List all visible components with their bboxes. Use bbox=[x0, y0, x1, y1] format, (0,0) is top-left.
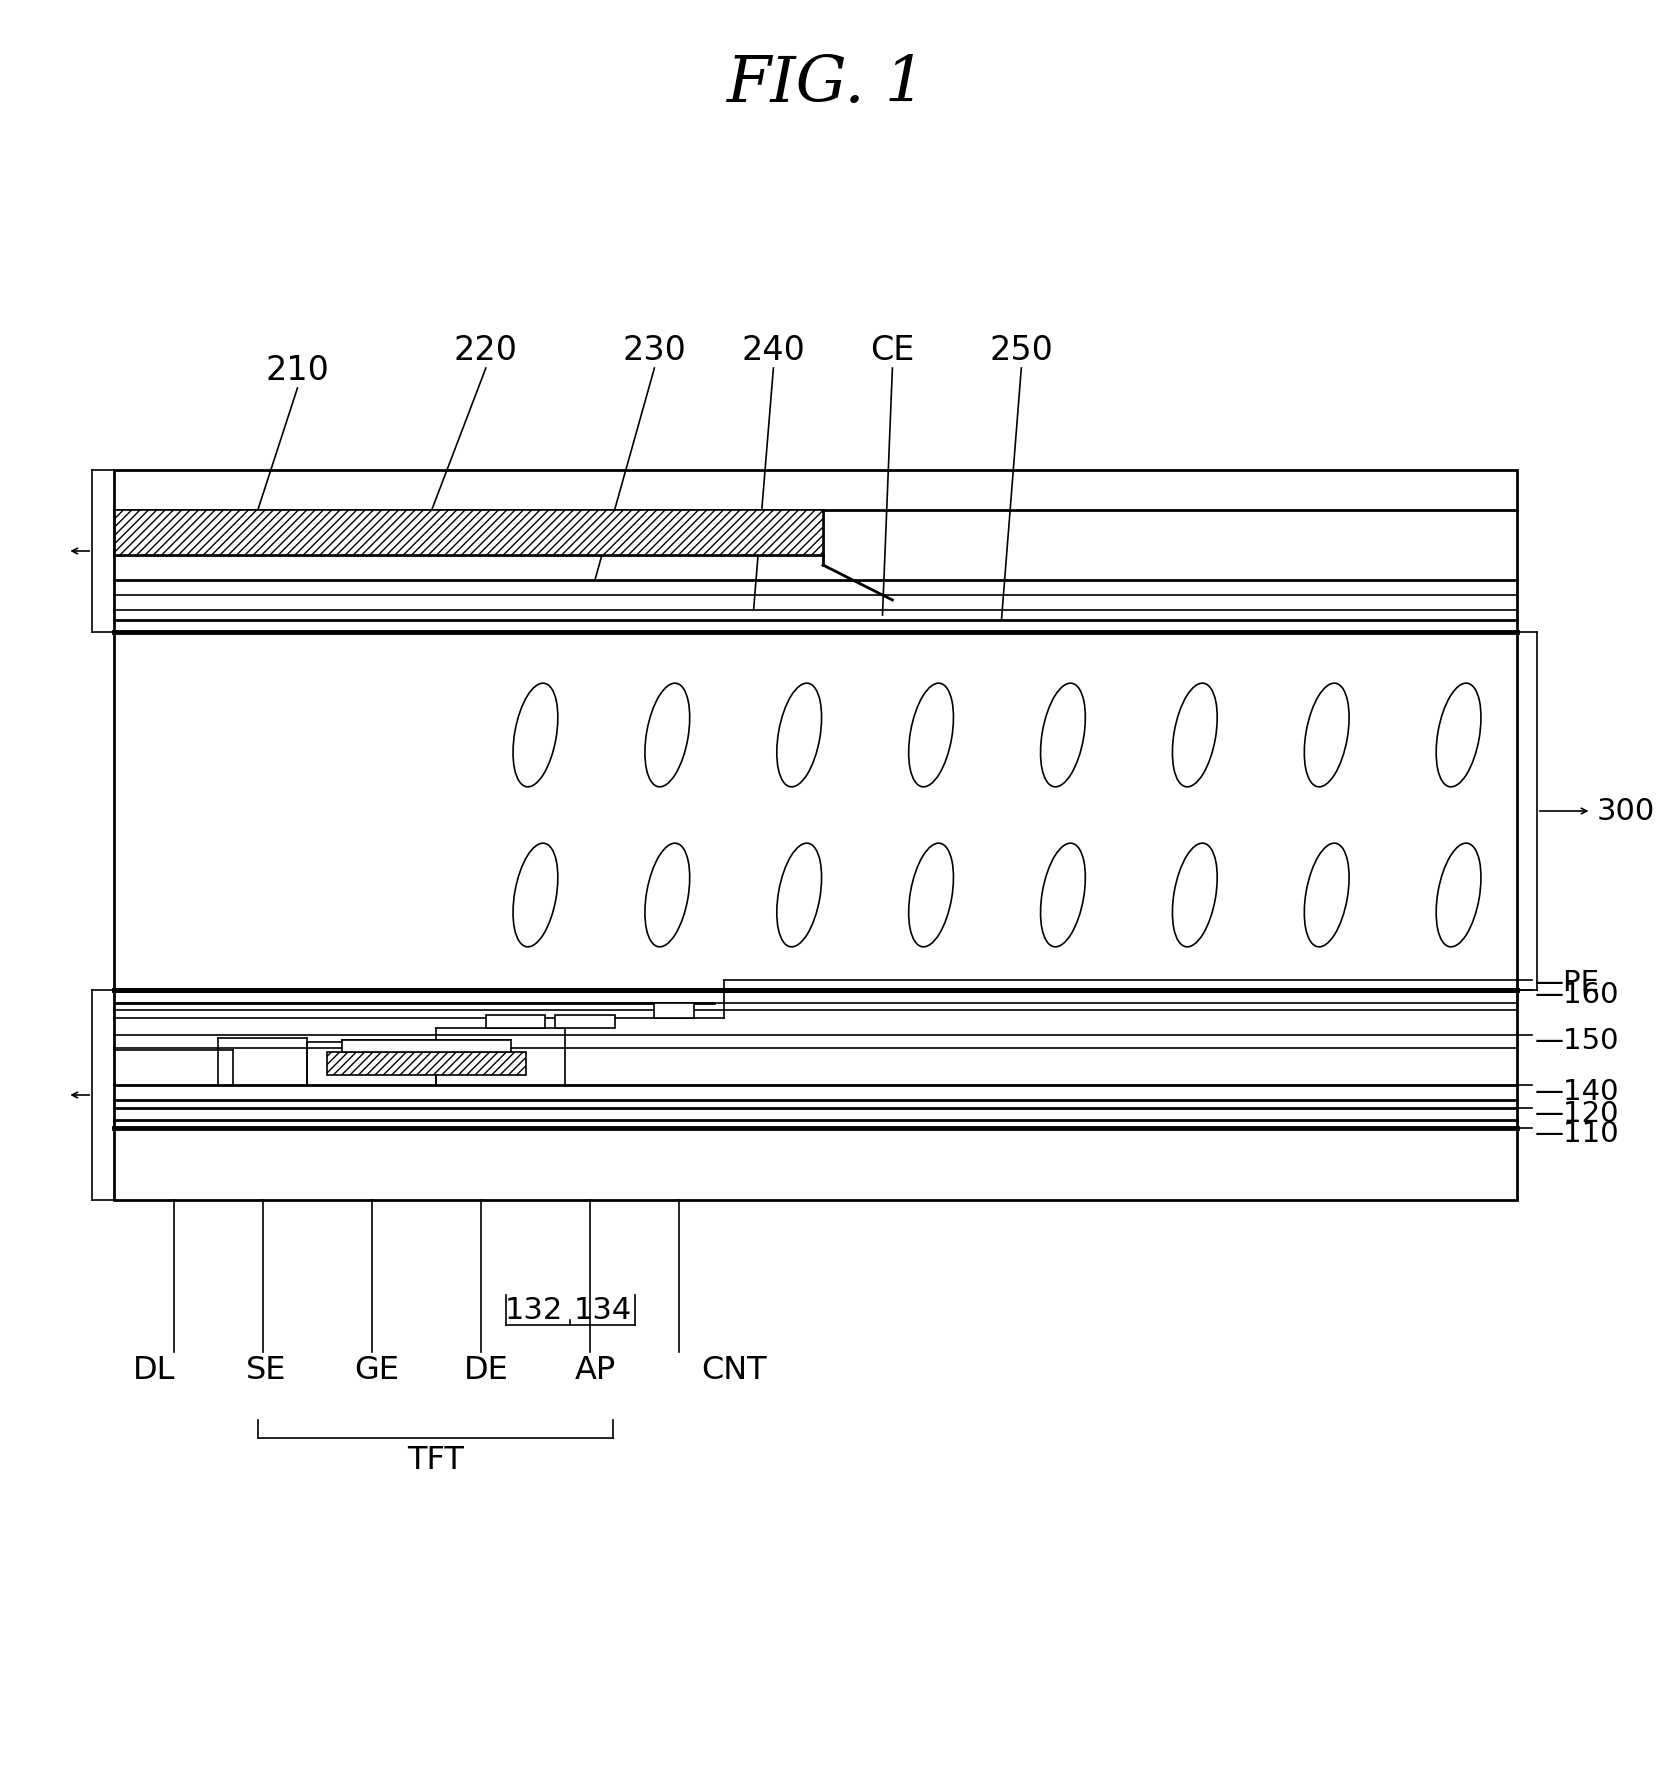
Ellipse shape bbox=[645, 684, 690, 787]
Text: —160: —160 bbox=[1535, 980, 1619, 1009]
Text: AP: AP bbox=[575, 1355, 615, 1385]
Bar bbox=[327, 1051, 525, 1074]
Text: 134: 134 bbox=[573, 1295, 632, 1325]
Text: DL: DL bbox=[132, 1355, 175, 1385]
Text: —PE: —PE bbox=[1535, 970, 1600, 996]
Bar bbox=[113, 510, 823, 556]
Bar bbox=[113, 471, 1517, 1201]
Text: —150: —150 bbox=[1535, 1027, 1619, 1055]
Text: 132: 132 bbox=[505, 1295, 562, 1325]
Ellipse shape bbox=[1437, 844, 1480, 947]
Text: SE: SE bbox=[245, 1355, 287, 1385]
Ellipse shape bbox=[777, 684, 822, 787]
Text: CNT: CNT bbox=[700, 1355, 767, 1385]
Text: 220: 220 bbox=[453, 334, 518, 366]
Text: 250: 250 bbox=[990, 334, 1054, 366]
Text: DE: DE bbox=[463, 1355, 508, 1385]
Ellipse shape bbox=[1040, 684, 1085, 787]
Text: 240: 240 bbox=[742, 334, 805, 366]
Text: 300: 300 bbox=[1597, 796, 1655, 826]
Ellipse shape bbox=[777, 844, 822, 947]
Text: 230: 230 bbox=[622, 334, 687, 366]
Ellipse shape bbox=[513, 684, 558, 787]
Text: GE: GE bbox=[355, 1355, 400, 1385]
Ellipse shape bbox=[645, 844, 690, 947]
Text: 210: 210 bbox=[265, 353, 330, 387]
Ellipse shape bbox=[1172, 684, 1217, 787]
Bar bbox=[555, 1016, 615, 1028]
Ellipse shape bbox=[1172, 844, 1217, 947]
Ellipse shape bbox=[1304, 844, 1349, 947]
Text: CE: CE bbox=[870, 334, 915, 366]
Ellipse shape bbox=[1040, 844, 1085, 947]
Bar bbox=[485, 1016, 545, 1028]
Text: TFT: TFT bbox=[407, 1444, 463, 1476]
Ellipse shape bbox=[1437, 684, 1480, 787]
Ellipse shape bbox=[513, 844, 558, 947]
Bar bbox=[655, 1003, 693, 1018]
Bar bbox=[342, 1041, 510, 1051]
Text: FIG. 1: FIG. 1 bbox=[727, 55, 927, 115]
Text: —120: —120 bbox=[1535, 1099, 1619, 1128]
Text: —140: —140 bbox=[1535, 1078, 1619, 1106]
Ellipse shape bbox=[1304, 684, 1349, 787]
Ellipse shape bbox=[909, 844, 954, 947]
Ellipse shape bbox=[909, 684, 954, 787]
Text: —110: —110 bbox=[1535, 1121, 1620, 1147]
